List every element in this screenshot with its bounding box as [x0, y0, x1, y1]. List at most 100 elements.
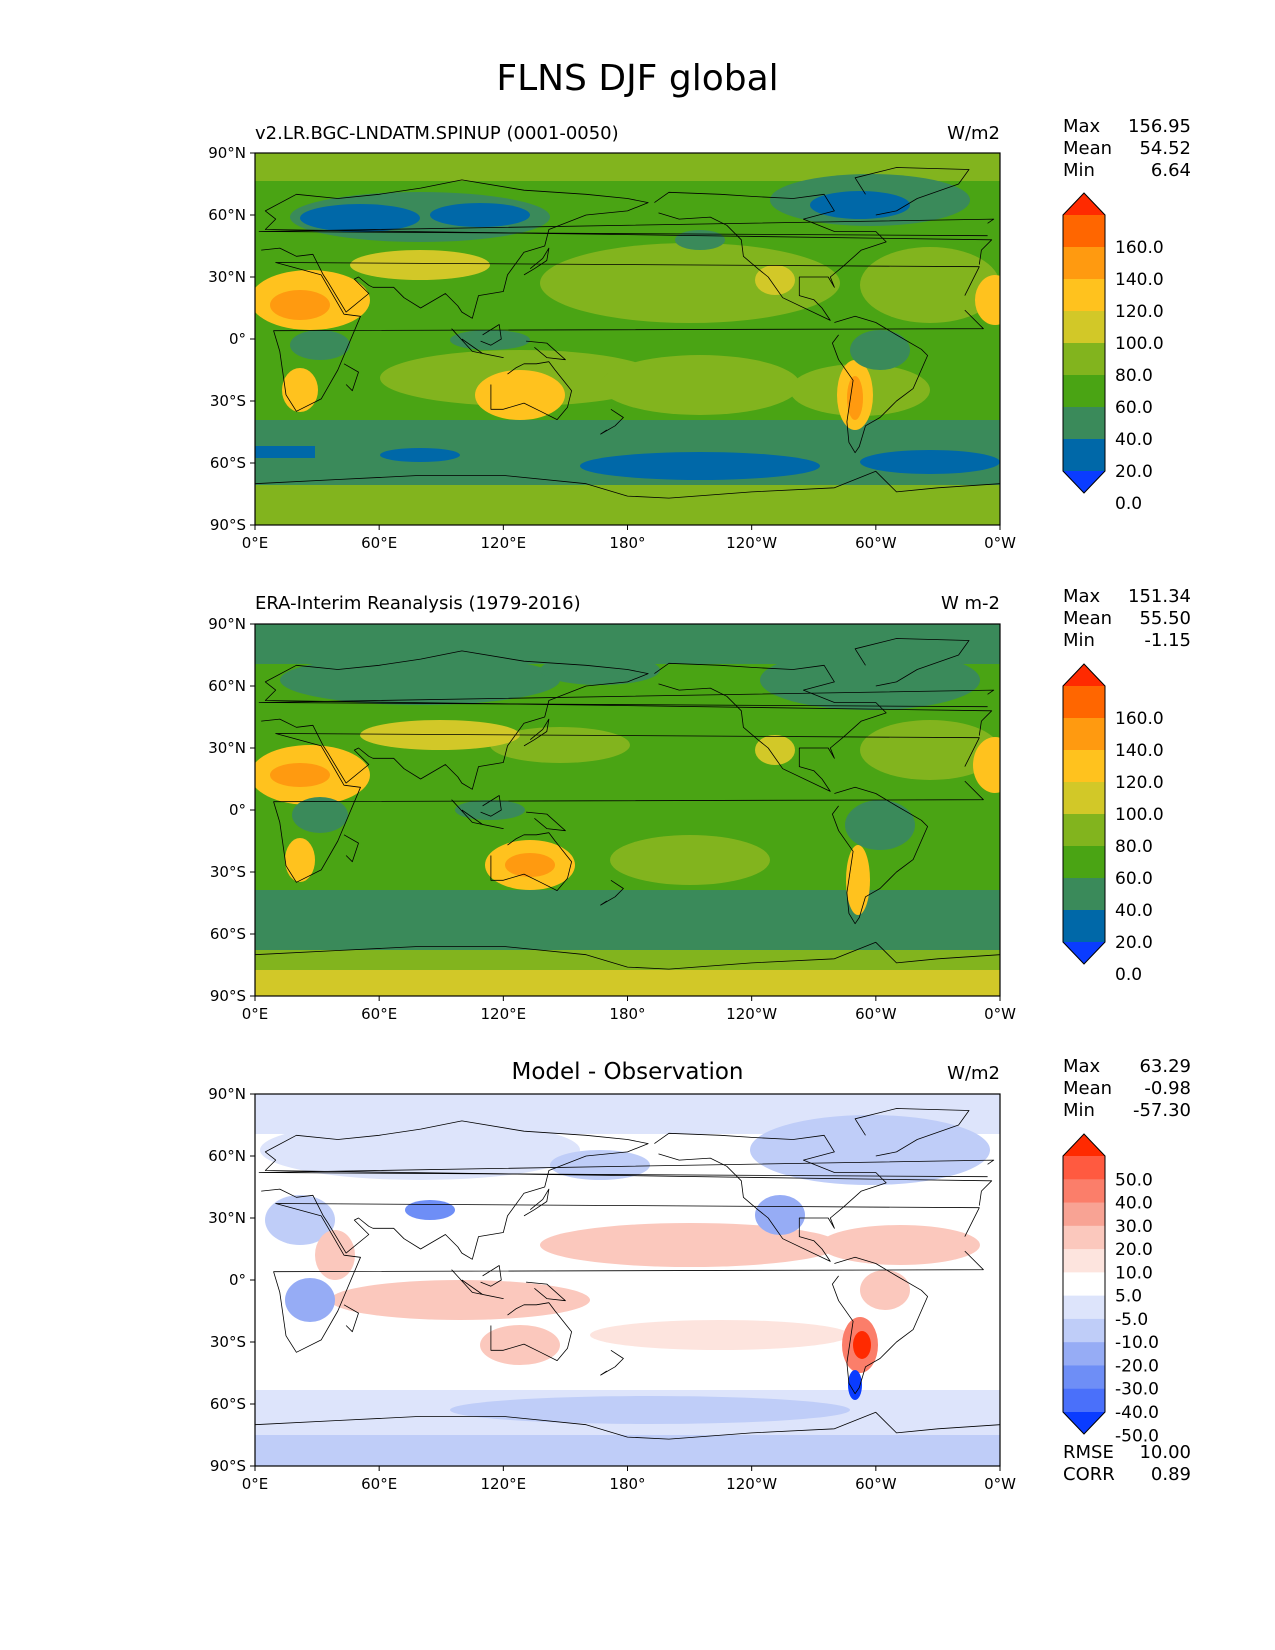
lat-tick-label: 30°S: [210, 863, 246, 881]
colorbar-segment: [1063, 311, 1105, 344]
colorbar-tick-label: 40.0: [1115, 430, 1153, 450]
coastline: [254, 941, 1001, 970]
stat-mean: Mean 55.50: [1063, 608, 1191, 629]
colorbar-tick-label: 140.0: [1115, 741, 1164, 761]
stat-max: Max 63.29: [1063, 1056, 1191, 1077]
colorbar-extend-min: [1063, 1412, 1105, 1434]
lat-tick-label: 30°S: [210, 1333, 246, 1351]
coastline: [273, 1203, 984, 1353]
lat-tick-label: 30°N: [208, 268, 246, 286]
lon-tick-label: 0°E: [242, 534, 269, 552]
coastline: [451, 1269, 504, 1299]
stat-max: Max 156.95: [1063, 116, 1191, 137]
colorbar-tick-label: 60.0: [1115, 398, 1153, 418]
colorbar-extend-min: [1063, 471, 1105, 493]
coastline: [600, 879, 624, 906]
colorbar-outline: [1062, 1133, 1106, 1435]
coastline: [523, 247, 550, 276]
panel-1-stats: Max 156.95 Mean 54.52 Min 6.64: [1063, 116, 1191, 182]
lon-tick-label: 60°W: [855, 534, 897, 552]
coastline: [343, 1304, 359, 1333]
colorbar-tick-label: 80.0: [1115, 837, 1153, 857]
stat-max: Max 151.34: [1063, 586, 1191, 607]
colorbar-segment: [1063, 279, 1105, 312]
coastline: [854, 638, 970, 687]
lat-tick-label: 90°N: [208, 1085, 246, 1103]
panel-1-map: [255, 153, 1000, 525]
colorbar-tick-label: 0.0: [1115, 965, 1142, 985]
lon-tick-label: 0°W: [984, 1005, 1016, 1023]
colorbar-segment: [1063, 375, 1105, 408]
coastline: [854, 1108, 970, 1157]
colorbar-tick-label: 50.0: [1115, 1170, 1153, 1190]
colorbar-segment: [1063, 1179, 1105, 1204]
coastline: [654, 1132, 887, 1262]
lon-tick-label: 60°W: [855, 1005, 897, 1023]
colorbar-segment: [1063, 1342, 1105, 1366]
panel-3-stats: Max 63.29 Mean -0.98 Min -57.30: [1063, 1056, 1191, 1122]
colorbar-tick-label: 160.0: [1115, 238, 1164, 258]
colorbar-tick-label: -40.0: [1115, 1403, 1159, 1423]
lon-tick-label: 180°: [609, 1475, 645, 1493]
colorbar-tick-label: 100.0: [1115, 334, 1164, 354]
colorbar-tick-label: 30.0: [1115, 1217, 1153, 1237]
panel-3-map: [255, 1094, 1000, 1466]
panel-1-title: v2.LR.BGC-LNDATM.SPINUP (0001-0050): [255, 123, 619, 144]
lat-tick-label: 90°S: [210, 1457, 246, 1475]
colorbar-segment: [1063, 343, 1105, 376]
coastline: [258, 689, 995, 708]
panel-2-stats: Max 151.34 Mean 55.50 Min -1.15: [1063, 586, 1191, 652]
stat-rmse: RMSE 10.00: [1063, 1442, 1191, 1463]
colorbar-segment: [1063, 1156, 1105, 1180]
coastline: [523, 718, 550, 747]
lon-tick-label: 60°E: [361, 1475, 397, 1493]
colorbar-segment: [1063, 782, 1105, 815]
colorbar-outline: [1062, 192, 1106, 494]
coastline: [273, 262, 984, 412]
lat-tick-label: 0°: [229, 801, 246, 819]
colorbar-segment: [1063, 247, 1105, 280]
colorbar-tick-label: 0.0: [1115, 494, 1142, 514]
colorbar-tick-label: -50.0: [1115, 1426, 1159, 1446]
colorbar-segment: [1063, 814, 1105, 847]
colorbar-segment: [1063, 1318, 1105, 1343]
lon-tick-label: 0°W: [984, 1475, 1016, 1493]
stat-min: Min 6.64: [1063, 160, 1191, 181]
coastline: [654, 191, 887, 321]
coastline: [523, 1188, 550, 1217]
coastline: [480, 795, 502, 817]
lat-tick-label: 60°N: [208, 1147, 246, 1165]
colorbar-tick-label: 10.0: [1115, 1263, 1153, 1283]
lat-tick-label: 90°N: [208, 144, 246, 162]
coastline: [261, 1120, 993, 1260]
colorbar-tick-label: 160.0: [1115, 709, 1164, 729]
colorbar-segment: [1063, 215, 1105, 248]
colorbar-extend-min: [1063, 942, 1105, 964]
figure-title: FLNS DJF global: [496, 58, 779, 99]
colorbar-extend-max: [1063, 1134, 1105, 1156]
colorbar-segment: [1063, 1225, 1105, 1250]
colorbar-segment: [1063, 439, 1105, 472]
colorbar-tick-label: 140.0: [1115, 270, 1164, 290]
lon-tick-label: 120°E: [481, 1475, 527, 1493]
colorbar-segment: [1063, 407, 1105, 440]
lon-tick-label: 180°: [609, 534, 645, 552]
lon-tick-label: 180°: [609, 1005, 645, 1023]
coastline: [273, 733, 984, 883]
lat-tick-label: 60°S: [210, 925, 246, 943]
colorbar-segment: [1063, 750, 1105, 783]
coastline: [832, 315, 928, 454]
colorbar-tick-label: -30.0: [1115, 1380, 1159, 1400]
colorbar-tick-label: 5.0: [1115, 1287, 1142, 1307]
colorbar-tick-label: 20.0: [1115, 1240, 1153, 1260]
coastline: [600, 1349, 624, 1376]
panel-2-units: W m-2: [940, 593, 1000, 614]
lon-tick-label: 120°W: [726, 1475, 777, 1493]
coastline: [261, 650, 993, 790]
coastline: [490, 832, 572, 891]
colorbar-outline: [1062, 663, 1106, 965]
colorbar-segment: [1063, 878, 1105, 911]
panel-1-units: W/m2: [947, 123, 1000, 144]
panel-2-title: ERA-Interim Reanalysis (1979-2016): [255, 593, 581, 614]
